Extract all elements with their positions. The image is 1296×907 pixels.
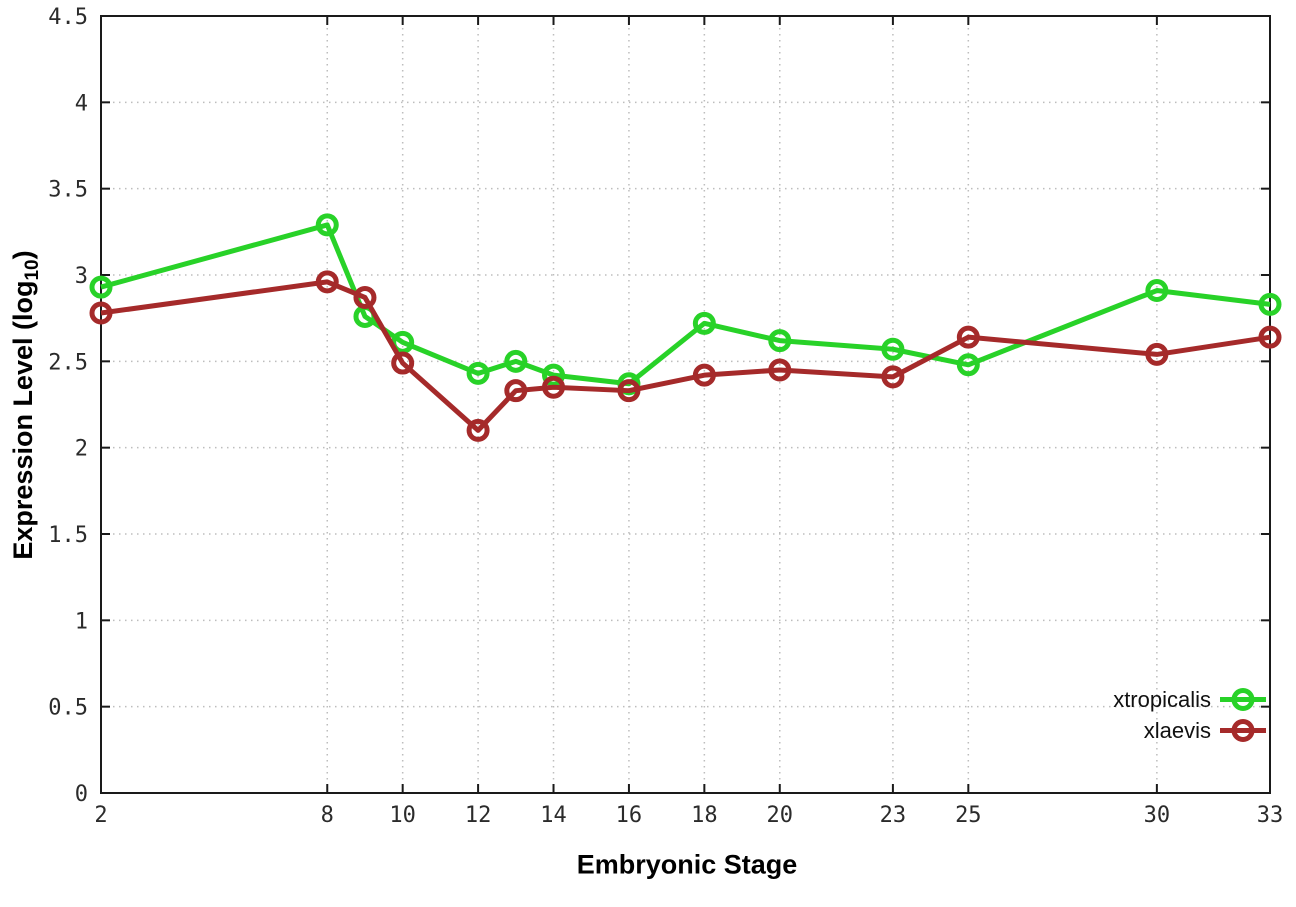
series-marker-icon xyxy=(1220,688,1266,711)
data-point-marker-xlaevis xyxy=(315,270,339,294)
y-tick-label: 2 xyxy=(75,437,88,462)
plot-frame xyxy=(100,15,1271,794)
data-point-marker-xlaevis xyxy=(617,379,641,403)
x-tick-label: 20 xyxy=(767,803,794,828)
y-tick-label: 4.5 xyxy=(48,5,88,30)
data-point-marker-xlaevis xyxy=(956,325,980,349)
y-tick-label: 2.5 xyxy=(48,350,88,375)
data-point-marker-xlaevis xyxy=(391,351,415,375)
data-point-marker-xtropicalis xyxy=(504,349,528,373)
data-point-marker-xtropicalis xyxy=(956,353,980,377)
x-tick-label: 25 xyxy=(955,803,982,828)
legend-marker-circle xyxy=(1231,688,1255,711)
legend: xtropicalis xlaevis xyxy=(1113,684,1266,746)
data-point-marker-xlaevis xyxy=(881,365,905,389)
data-point-marker-xlaevis xyxy=(692,363,716,387)
legend-item: xlaevis xyxy=(1113,715,1266,746)
data-point-marker-xlaevis xyxy=(89,301,113,325)
data-point-marker-xlaevis xyxy=(542,375,566,399)
data-point-marker-xlaevis xyxy=(466,418,490,442)
series-marker-icon xyxy=(1220,719,1266,742)
x-tick-label: 8 xyxy=(321,803,334,828)
series-line-xtropicalis xyxy=(100,222,1271,387)
series-line-xlaevis xyxy=(100,279,1271,433)
legend-marker-circle xyxy=(1231,719,1255,742)
data-point-marker-xtropicalis xyxy=(881,337,905,361)
data-point-marker-xlaevis xyxy=(1258,325,1282,349)
data-point-marker-xtropicalis xyxy=(1145,279,1169,303)
data-point-marker-xtropicalis xyxy=(1258,292,1282,316)
y-tick-label: 0 xyxy=(75,782,88,807)
legend-item: xtropicalis xyxy=(1113,684,1266,715)
data-point-marker-xtropicalis xyxy=(466,361,490,385)
legend-label: xlaevis xyxy=(1143,717,1211,743)
y-tick-label: 1.5 xyxy=(48,523,88,548)
data-point-marker-xtropicalis xyxy=(89,275,113,299)
y-axis-title-suffix: ) xyxy=(7,250,38,260)
data-point-marker-xlaevis xyxy=(768,358,792,382)
y-axis-title: Expression Level (log10) xyxy=(8,250,44,559)
y-tick-label: 4 xyxy=(75,91,88,116)
x-tick-label: 30 xyxy=(1144,803,1171,828)
x-tick-label: 10 xyxy=(389,803,416,828)
data-point-marker-xtropicalis xyxy=(692,311,716,335)
legend-label: xtropicalis xyxy=(1113,686,1211,712)
y-tick-label: 1 xyxy=(75,609,88,634)
x-tick-label: 12 xyxy=(465,803,492,828)
y-tick-label: 0.5 xyxy=(48,696,88,721)
x-axis-title: Embryonic Stage xyxy=(576,849,798,880)
x-tick-label: 16 xyxy=(616,803,643,828)
x-tick-label: 33 xyxy=(1257,803,1284,828)
data-point-marker-xtropicalis xyxy=(768,329,792,353)
x-tick-label: 2 xyxy=(94,803,107,828)
data-point-marker-xtropicalis xyxy=(391,330,415,354)
data-point-marker-xlaevis xyxy=(1145,342,1169,366)
y-axis-title-text: Expression Level (log xyxy=(7,280,38,560)
y-tick-label: 3 xyxy=(75,264,88,289)
data-point-marker-xlaevis xyxy=(353,285,377,309)
y-axis-title-subscript: 10 xyxy=(22,259,44,281)
y-tick-label: 3.5 xyxy=(48,178,88,203)
x-tick-label: 14 xyxy=(540,803,567,828)
data-point-marker-xtropicalis xyxy=(542,363,566,387)
x-tick-label: 18 xyxy=(691,803,718,828)
data-point-marker-xlaevis xyxy=(504,379,528,403)
x-tick-label: 23 xyxy=(880,803,907,828)
data-point-marker-xtropicalis xyxy=(315,213,339,237)
